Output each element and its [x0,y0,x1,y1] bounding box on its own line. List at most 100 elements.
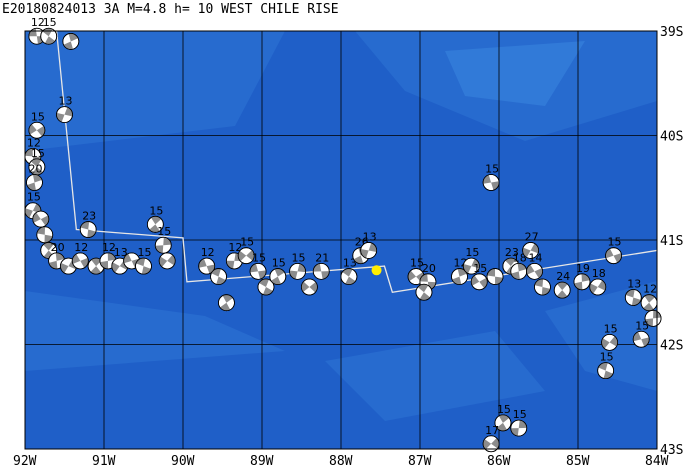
latitude-tick-label: 43S [660,443,683,458]
depth-label: 15 [43,16,57,29]
focal-mechanism: 21 [312,251,330,280]
focal-mechanism [36,226,54,244]
focal-mechanism: 12 [28,16,46,45]
depth-label: 15 [600,351,614,364]
depth-label: 15 [31,147,45,160]
focal-mechanism [534,278,551,296]
depth-label: 15 [31,110,45,123]
depth-label: 18 [592,267,606,280]
depth-label: 15 [485,163,499,176]
depth-label: 12 [102,241,116,254]
depth-label: 13 [363,230,377,243]
focal-mechanism: 13 [360,230,378,259]
latitude-tick-label: 41S [660,234,683,249]
depth-label: 20 [422,262,436,275]
depth-label: 15 [157,225,171,238]
longitude-tick-label: 91W [92,454,116,469]
depth-label: 13 [343,257,357,270]
depth-label: 20 [28,163,42,176]
depth-label: 15 [410,257,424,270]
bathymetry-band [25,31,285,151]
longitude-labels: 92W 91W 90W 89W 88W 87W 86W 85W 84W [13,454,669,469]
latitude-tick-label: 42S [660,339,683,354]
focal-mechanism: 12 [640,283,658,312]
depth-label: 24 [556,270,570,283]
focal-mechanism: 15 [237,236,255,265]
focal-mechanism: 15 [494,403,512,432]
focal-mechanism: 18 [510,251,528,280]
depth-label: 14 [529,251,543,264]
focal-mechanism [62,33,80,50]
depth-label: 12 [201,246,215,259]
depth-label: 15 [635,319,649,332]
bathymetry-band [25,291,285,371]
focal-mechanism: 15 [135,246,152,275]
focal-mechanism [158,252,176,270]
focal-mechanism [300,278,318,296]
focal-mechanism: 23 [79,210,97,238]
focal-mechanism [218,294,235,312]
depth-label: 15 [608,236,622,249]
depth-label: 15 [272,257,286,270]
bathymetry-band [545,281,657,391]
depth-label: 12 [31,16,45,29]
longitude-tick-label: 90W [171,454,195,469]
depth-label: 20 [51,241,65,254]
latitude-tick-label: 40S [660,130,683,145]
focal-mechanism: 15 [597,351,615,380]
focal-mechanism: 15 [605,236,622,265]
focal-mechanism: 27 [522,230,539,259]
longitude-tick-label: 92W [13,454,37,469]
focal-mechanism: 15 [28,110,46,139]
focal-mechanism: 15 [601,322,618,351]
focal-mechanism: 12 [71,241,89,270]
longitude-tick-label: 86W [487,454,511,469]
focal-mechanism: 15 [632,319,650,348]
bathymetry-band [325,331,545,421]
depth-label: 12 [27,136,41,149]
longitude-tick-label: 87W [408,454,432,469]
depth-label: 15 [138,246,152,259]
focal-mechanism [486,268,504,285]
focal-mechanism: 15 [146,204,164,233]
latitude-labels: 39S 40S 41S 42S 43S [660,25,683,458]
depth-label: 12 [643,283,657,296]
focal-mechanism: 15 [289,251,306,280]
longitude-tick-label: 84W [645,454,669,469]
focal-mechanism: 15 [154,225,172,254]
depth-label: 15 [465,246,479,259]
longitude-tick-label: 85W [566,454,590,469]
focal-mechanism [87,257,105,275]
depth-label: 23 [82,210,96,223]
plate-boundary [40,30,658,293]
depth-label: 19 [576,262,590,275]
focal-mechanism: 15 [482,163,500,191]
focal-mechanism: 15 [462,246,480,275]
depth-label: 13 [114,246,128,259]
focal-mechanism [415,283,433,301]
depth-label: 12 [74,241,88,254]
focal-mechanism [32,210,50,228]
depth-label: 15 [513,408,527,421]
focal-mechanism: 18 [589,267,607,296]
longitude-tick-label: 88W [329,454,353,469]
map-frame [24,30,658,450]
depth-label: 15 [497,403,511,416]
depth-label: 13 [627,277,641,290]
epicenter-marker [371,265,382,276]
depth-label: 15 [252,251,266,264]
focal-mechanism: 17 [482,424,500,453]
focal-mechanism: 15 [470,262,488,291]
focal-mechanism: 13 [56,95,73,123]
focal-mechanism: 12 [198,246,216,275]
depth-label: 21 [315,251,329,264]
focal-mechanism: 15 [249,251,267,280]
depth-label: 18 [513,251,527,264]
focal-mechanism: 19 [573,262,591,291]
focal-mechanism: 15 [28,147,46,176]
depth-label: 15 [473,262,487,275]
focal-mechanism: 13 [624,277,642,306]
depth-label: 15 [292,251,306,264]
focal-mechanism: 15 [269,257,287,285]
